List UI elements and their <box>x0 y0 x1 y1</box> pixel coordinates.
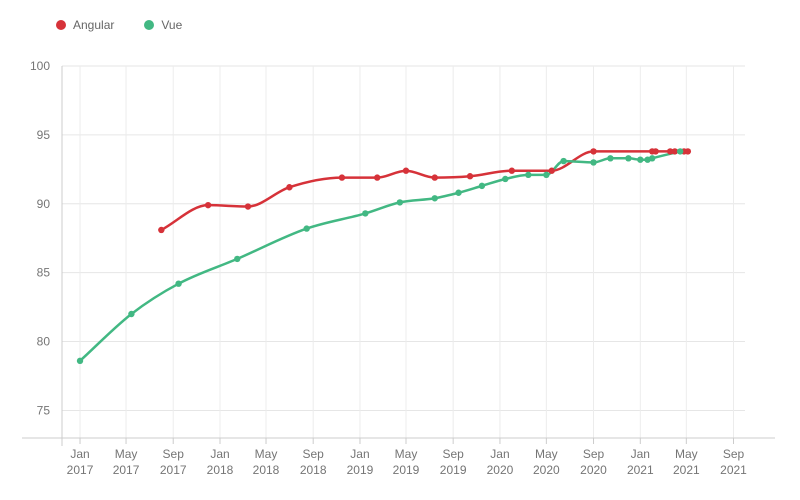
data-point-angular[interactable] <box>431 174 438 181</box>
series-line-angular <box>160 150 690 232</box>
x-tick-label-year: 2021 <box>673 463 700 477</box>
data-point-vue[interactable] <box>648 155 656 162</box>
x-tick-label-month: May <box>535 447 558 461</box>
data-point-vue[interactable] <box>637 156 644 163</box>
data-point-angular[interactable] <box>548 167 555 174</box>
data-point-vue[interactable] <box>455 189 462 196</box>
data-point-angular[interactable] <box>204 201 212 209</box>
x-tick-label-month: Jan <box>350 447 369 461</box>
legend-swatch-vue <box>144 20 155 30</box>
legend-swatch-angular <box>56 20 66 30</box>
data-point-angular[interactable] <box>466 173 474 180</box>
data-point-angular[interactable] <box>590 148 597 155</box>
x-tick-label-year: 2017 <box>113 463 140 477</box>
data-point-vue[interactable] <box>525 171 532 179</box>
x-tick-label-year: 2018 <box>300 463 327 477</box>
data-point-vue[interactable] <box>590 159 597 166</box>
x-tick-label-year: 2020 <box>533 463 560 477</box>
data-point-vue[interactable] <box>502 175 509 183</box>
x-tick-label-month: Sep <box>303 447 325 461</box>
y-tick-label: 90 <box>37 197 51 211</box>
data-point-vue[interactable] <box>431 195 438 202</box>
x-tick-label-year: 2019 <box>393 463 420 477</box>
legend-item-vue[interactable]: Vue <box>144 18 182 32</box>
x-tick-label-year: 2019 <box>347 463 374 477</box>
x-tick-label-month: Sep <box>723 447 745 461</box>
series-lines <box>78 150 690 363</box>
x-tick-label-month: May <box>395 447 418 461</box>
data-point-angular[interactable] <box>667 148 674 155</box>
data-point-vue[interactable] <box>543 171 550 179</box>
data-point-vue[interactable] <box>303 225 310 232</box>
x-tick-label-year: 2021 <box>627 463 654 477</box>
x-tick-label-year: 2020 <box>580 463 607 477</box>
x-tick-label-year: 2017 <box>67 463 94 477</box>
data-point-vue[interactable] <box>625 155 632 162</box>
y-tick-label: 80 <box>37 335 51 349</box>
series-points <box>76 148 692 365</box>
x-tick-label-month: Jan <box>490 447 509 461</box>
data-point-angular[interactable] <box>652 148 659 155</box>
x-tick-label-year: 2018 <box>207 463 234 477</box>
x-tick-label-year: 2018 <box>253 463 280 477</box>
y-tick-label: 100 <box>30 59 50 73</box>
data-point-vue[interactable] <box>676 148 684 155</box>
x-tick-label-month: May <box>255 447 278 461</box>
data-point-vue[interactable] <box>362 210 369 217</box>
x-tick-label-month: Jan <box>70 447 89 461</box>
data-point-vue[interactable] <box>396 199 404 206</box>
data-point-vue[interactable] <box>607 155 614 162</box>
x-tick-label-month: Sep <box>442 447 464 461</box>
x-tick-label-month: Sep <box>163 447 185 461</box>
legend-item-angular[interactable]: Angular <box>56 18 114 32</box>
data-point-vue[interactable] <box>175 280 182 287</box>
data-point-angular[interactable] <box>671 148 679 155</box>
data-point-vue[interactable] <box>478 182 486 190</box>
x-tick-label-month: May <box>115 447 138 461</box>
legend: Angular Vue <box>56 18 182 32</box>
data-point-vue[interactable] <box>234 255 241 263</box>
x-tick-label-month: Jan <box>631 447 650 461</box>
y-tick-label: 85 <box>37 266 51 280</box>
x-tick-label-year: 2019 <box>440 463 467 477</box>
data-point-vue[interactable] <box>560 157 567 165</box>
data-point-vue[interactable] <box>128 310 135 318</box>
grid <box>62 65 745 438</box>
axes: 75 80 85 90 95 100 Jan 2017 May 2017 Sep 2017 Jan 201… <box>22 59 775 477</box>
data-point-vue[interactable] <box>76 357 84 365</box>
legend-label-vue: Vue <box>161 18 183 32</box>
data-point-angular[interactable] <box>684 148 692 155</box>
data-point-angular[interactable] <box>338 174 346 181</box>
x-tick-label-month: Sep <box>583 447 605 461</box>
data-point-angular[interactable] <box>286 184 293 191</box>
legend-label-angular: Angular <box>73 18 115 32</box>
y-tick-label: 75 <box>37 403 51 417</box>
data-point-angular[interactable] <box>158 226 165 234</box>
x-tick-label-year: 2021 <box>720 463 747 477</box>
data-point-angular[interactable] <box>244 203 252 210</box>
x-tick-label-month: Jan <box>210 447 229 461</box>
data-point-angular[interactable] <box>508 167 516 174</box>
x-tick-label-year: 2017 <box>160 463 187 477</box>
data-point-angular[interactable] <box>374 174 381 181</box>
x-tick-label-month: May <box>675 447 698 461</box>
y-tick-label: 95 <box>37 128 51 142</box>
data-point-angular[interactable] <box>402 167 410 174</box>
series-line-vue <box>78 150 682 363</box>
x-tick-label-year: 2020 <box>487 463 514 477</box>
